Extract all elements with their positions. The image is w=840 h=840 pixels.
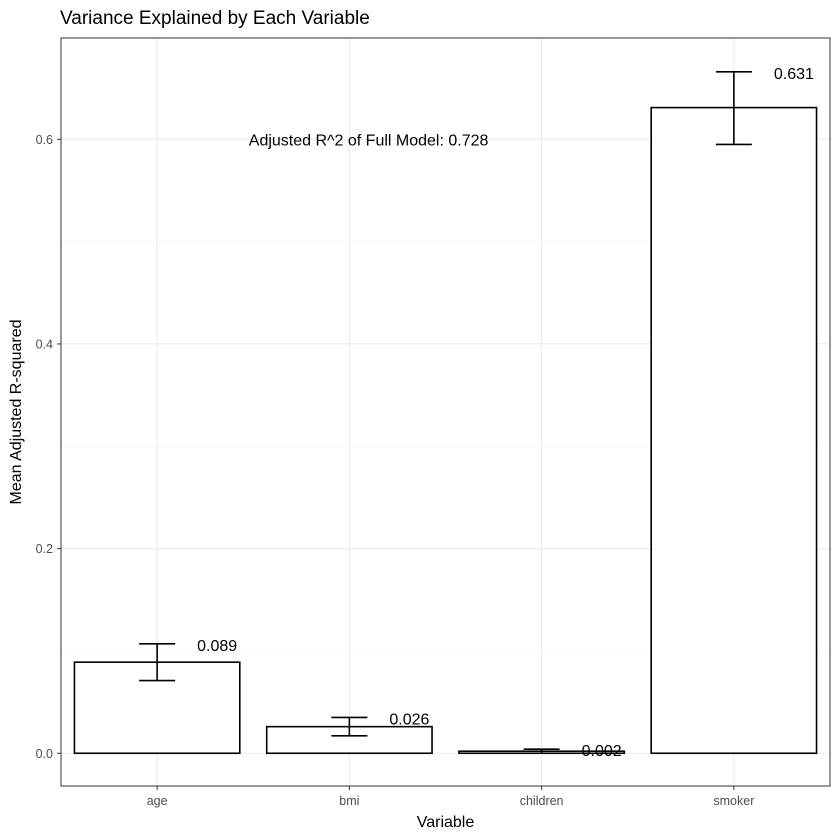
x-tick-label: age — [147, 794, 168, 808]
error-bars — [139, 70, 752, 755]
error-bar-age — [139, 642, 176, 682]
data-labels: 0.089 0.026 0.002 0.631 — [197, 66, 814, 760]
chart-title: Variance Explained by Each Variable — [60, 8, 370, 29]
panel-border — [60, 37, 831, 787]
x-axis: age bmi children smoker — [147, 786, 754, 808]
data-label: 0.089 — [197, 638, 237, 655]
full-model-annotation: Adjusted R^2 of Full Model: 0.728 — [249, 132, 489, 149]
y-tick-label: 0.4 — [36, 337, 53, 351]
error-bar-smoker — [715, 70, 752, 146]
y-tick-label: 0.6 — [36, 133, 53, 147]
bar-smoker — [650, 106, 818, 755]
x-tick-label: bmi — [339, 794, 359, 808]
data-label: 0.002 — [582, 743, 622, 760]
x-tick-label: smoker — [713, 794, 754, 808]
x-tick-label: children — [520, 794, 564, 808]
x-axis-title: Variable — [417, 814, 475, 831]
y-axis-title: Mean Adjusted R-squared — [8, 320, 25, 505]
error-bar-bmi — [331, 716, 368, 737]
bars — [73, 106, 818, 755]
data-label: 0.631 — [774, 66, 814, 83]
y-axis: 0.0 0.2 0.4 0.6 — [36, 133, 61, 761]
y-tick-label: 0.0 — [36, 747, 53, 761]
error-bar-children — [523, 748, 560, 755]
data-label: 0.026 — [389, 711, 429, 728]
y-tick-label: 0.2 — [36, 542, 53, 556]
